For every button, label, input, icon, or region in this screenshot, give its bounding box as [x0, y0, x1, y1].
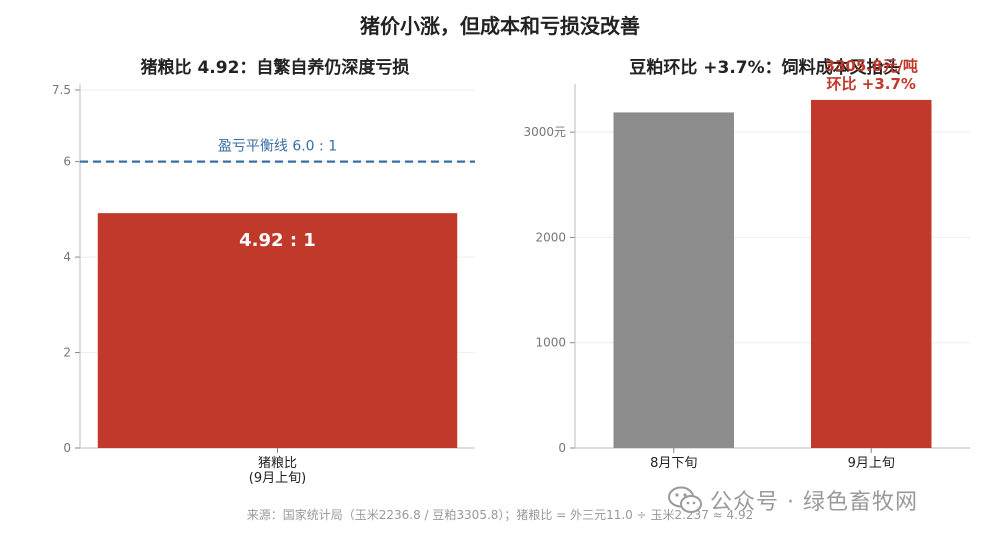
- right-y-tick-label: 3000元: [523, 125, 566, 139]
- right-y-tick-label: 1000: [535, 336, 566, 350]
- wechat-icon: [668, 486, 702, 513]
- left-y-tick-label: 0: [63, 441, 71, 455]
- right-bar-1: [613, 112, 734, 449]
- left-y-tick-label: 2: [63, 346, 71, 360]
- left-y-tick-label: 4: [63, 250, 71, 264]
- left-y-tick-label: 6: [63, 155, 71, 169]
- right-x-tick-label: 9月上旬: [848, 456, 895, 471]
- left-bar-1: [97, 213, 458, 448]
- right-bar-2: [811, 99, 932, 449]
- page-title: 猪价小涨，但成本和亏损没改善: [360, 14, 640, 38]
- right-y-tick-label: 2000: [535, 230, 566, 244]
- watermark-text: 公众号 · 绿色畜牧网: [710, 490, 918, 515]
- left-chart-title: 猪粮比 4.92：自繁自养仍深度亏损: [140, 58, 410, 78]
- right-y-tick-label: 0: [558, 441, 566, 455]
- left-y-tick-label: 7.5: [52, 83, 71, 97]
- left-reference-label: 盈亏平衡线 6.0 : 1: [218, 139, 337, 155]
- left-data-label: 4.92 : 1: [239, 230, 316, 251]
- right-data-label: 3305.8元/吨环比 +3.7%: [825, 57, 918, 93]
- source-note: 来源：国家统计局（玉米2236.8 / 豆粕3305.8）；猪粮比 = 外三元1…: [246, 508, 754, 522]
- right-x-tick-label: 8月下旬: [650, 456, 697, 471]
- right-chart-title: 豆粕环比 +3.7%：饲料成本又抬头: [629, 58, 901, 78]
- watermark: 公众号 · 绿色畜牧网: [668, 484, 918, 516]
- left-x-tick-label: 猪粮比(9月上旬): [249, 456, 306, 486]
